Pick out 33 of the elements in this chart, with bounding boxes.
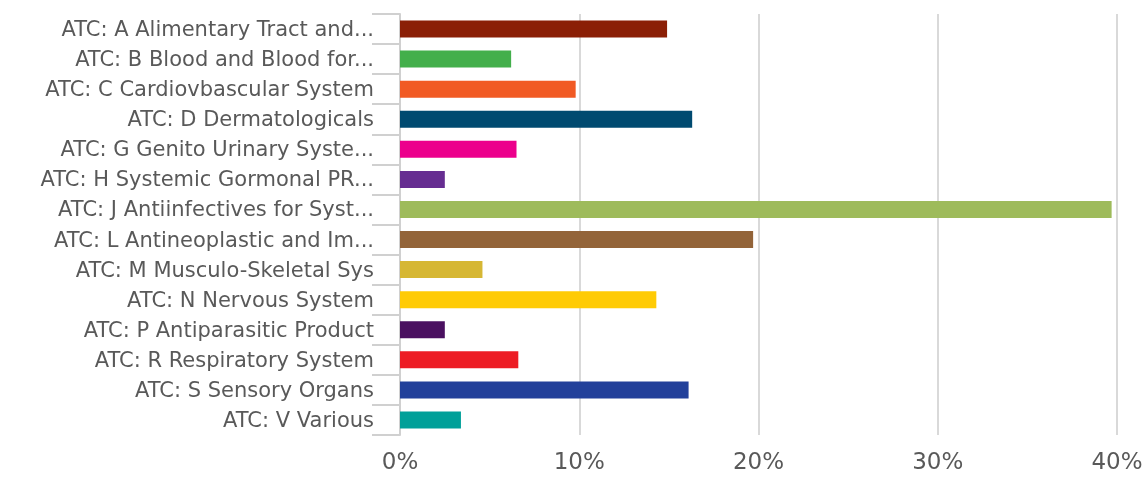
bar bbox=[400, 200, 1112, 218]
x-tick-label: 30% bbox=[912, 447, 964, 474]
bar bbox=[400, 411, 461, 429]
y-tick-label: ATC: C Cardiovbascular System bbox=[45, 77, 374, 102]
bar bbox=[400, 291, 657, 309]
bar bbox=[400, 20, 668, 38]
bar bbox=[400, 50, 512, 68]
bar bbox=[400, 170, 445, 188]
y-tick-label: ATC: S Sensory Organs bbox=[134, 377, 374, 402]
bar bbox=[400, 231, 754, 249]
y-tick-label: ATC: D Dermatologicals bbox=[127, 107, 374, 132]
y-tick-label: ATC: M Musculo-Skeletal Sys bbox=[75, 257, 374, 282]
bar bbox=[400, 351, 519, 369]
y-tick-label: ATC: N Nervous System bbox=[127, 287, 374, 312]
bar bbox=[400, 140, 517, 158]
bar bbox=[400, 261, 483, 279]
bar bbox=[400, 80, 576, 98]
bar bbox=[400, 381, 689, 399]
y-tick-label: ATC: G Genito Urinary Syste... bbox=[60, 137, 374, 162]
x-tick-label: 40% bbox=[1091, 447, 1143, 474]
y-tick-label: ATC: H Systemic Gormonal PR... bbox=[40, 167, 374, 192]
y-tick-label: ATC: L Antineoplastic and Im... bbox=[53, 227, 374, 252]
y-tick-label: ATC: A Alimentary Tract and... bbox=[61, 17, 374, 42]
x-tick-label: 10% bbox=[553, 447, 605, 474]
y-tick-label: ATC: R Respiratory System bbox=[94, 347, 374, 372]
x-tick-label: 0% bbox=[381, 447, 419, 474]
x-tick-label: 20% bbox=[732, 447, 785, 474]
y-tick-label: ATC: P Antiparasitic Product bbox=[83, 317, 374, 342]
y-tick-label: ATC: V Various bbox=[223, 407, 374, 432]
bar bbox=[400, 110, 693, 128]
bar bbox=[400, 321, 445, 339]
y-tick-label: ATC: J Antiinfectives for Syst... bbox=[58, 197, 374, 222]
y-tick-label: ATC: B Blood and Blood for... bbox=[75, 47, 374, 72]
